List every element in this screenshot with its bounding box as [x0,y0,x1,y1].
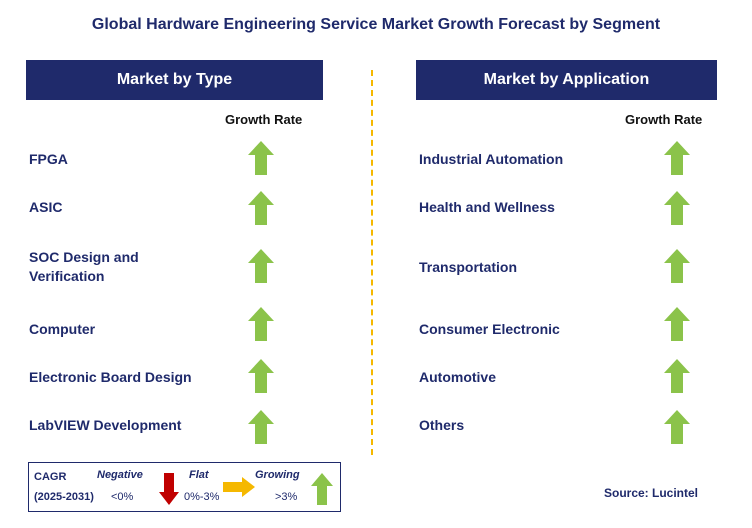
type-item-fpga: FPGA [29,151,68,167]
right-growth-rate-label: Growth Rate [625,112,703,127]
right-arrow-icon [223,477,255,497]
application-item-automotive: Automotive [419,369,496,385]
market-by-type-header: Market by Type [26,60,323,100]
type-item-computer: Computer [29,321,96,337]
legend-growing-label: Growing [255,469,300,481]
type-item-electronic-board-design: Electronic Board Design [29,369,192,385]
type-item-soc-line2: Verification [29,268,105,284]
source-note: Source: Lucintel [604,486,699,500]
legend-negative-label: Negative [97,469,143,481]
cagr-legend: CAGR (2025-2031) Negative <0% Flat 0%-3%… [28,462,341,512]
legend-flat-label: Flat [189,469,209,481]
legend-period: (2025-2031) [34,491,94,503]
market-by-application-header: Market by Application [416,60,717,100]
up-arrow-icon [248,191,274,225]
type-item-asic: ASIC [29,199,63,215]
up-arrow-icon [664,191,690,225]
up-arrow-icon [311,473,333,505]
legend-flat-range: 0%-3% [184,491,220,503]
down-arrow-icon [159,473,179,505]
type-item-labview-development: LabVIEW Development [29,417,182,433]
up-arrow-icon [248,359,274,393]
up-arrow-icon [664,307,690,341]
left-growth-rate-label: Growth Rate [225,112,303,127]
legend-cagr-label: CAGR [34,471,67,483]
application-item-industrial-automation: Industrial Automation [419,151,564,167]
up-arrow-icon [248,307,274,341]
legend-growing-range: >3% [275,491,298,503]
panel-divider [371,70,373,455]
legend-negative-range: <0% [111,491,134,503]
application-item-consumer-electronic: Consumer Electronic [419,321,560,337]
up-arrow-icon [664,410,690,444]
up-arrow-icon [248,249,274,283]
up-arrow-icon [248,141,274,175]
up-arrow-icon [664,141,690,175]
application-item-health-and-wellness: Health and Wellness [419,199,555,215]
up-arrow-icon [248,410,274,444]
up-arrow-icon [664,249,690,283]
application-item-others: Others [419,417,465,433]
page-title: Global Hardware Engineering Service Mark… [91,16,661,33]
application-item-transportation: Transportation [419,259,518,275]
type-item-soc-line1: SOC Design and [29,249,139,265]
up-arrow-icon [664,359,690,393]
